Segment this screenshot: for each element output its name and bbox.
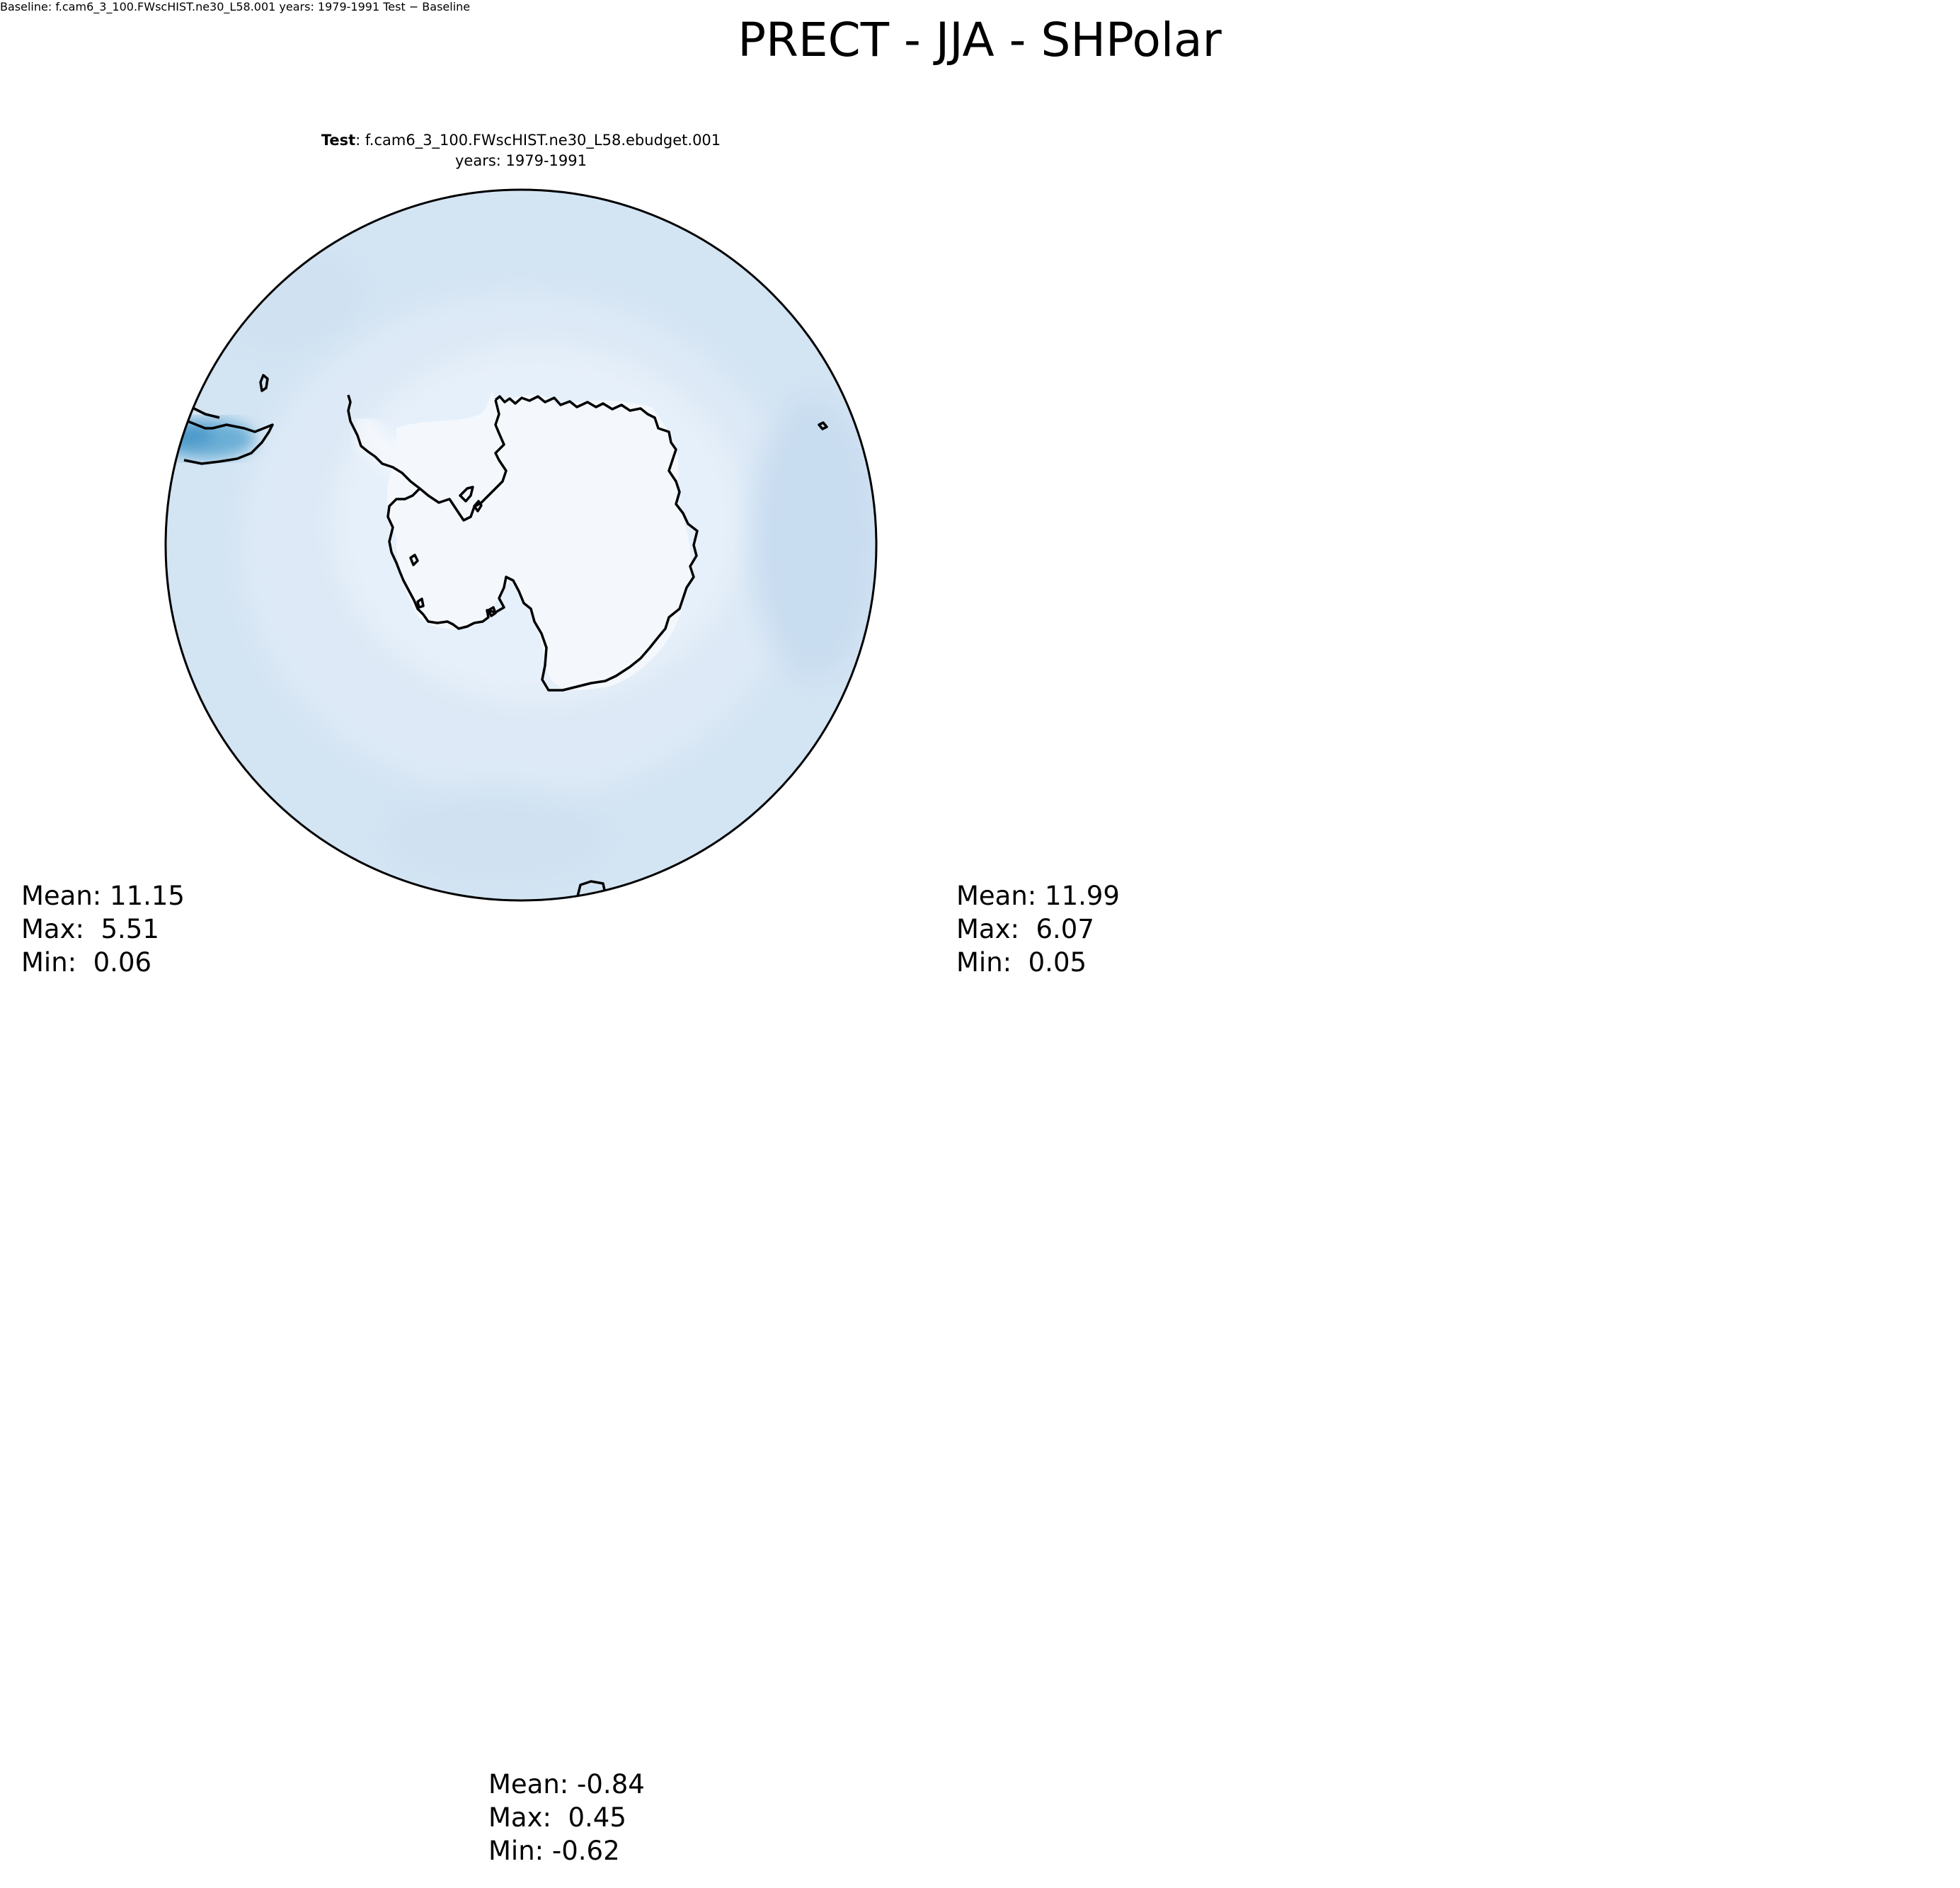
baseline-panel: Baseline: f.cam6_3_100.FWscHIST.ne30_L58…	[0, 0, 383, 13]
figure-title: PRECT - JJA - SHPolar	[738, 13, 1222, 67]
baseline-stats: Mean: 11.99 Max: 6.07 Min: 0.05	[956, 879, 1120, 979]
test-panel-title: Test: f.cam6_3_100.FWscHIST.ne30_L58.ebu…	[321, 132, 721, 149]
baseline-panel-title: Baseline: f.cam6_3_100.FWscHIST.ne30_L58…	[0, 0, 276, 13]
test-mean: Mean: 11.15	[21, 881, 185, 911]
baseline-min: Min: 0.05	[956, 947, 1087, 978]
baseline-mean: Mean: 11.99	[956, 881, 1120, 911]
test-map-border	[164, 188, 878, 902]
test-min: Min: 0.06	[21, 947, 152, 978]
diff-mean: Mean: -0.84	[488, 1769, 645, 1800]
baseline-panel-years: years: 1979-1991	[279, 0, 380, 13]
test-map	[166, 190, 876, 900]
test-coastline	[166, 374, 828, 900]
baseline-max: Max: 6.07	[956, 914, 1094, 944]
test-max: Max: 5.51	[21, 914, 159, 944]
diff-panel: Test − Baseline	[383, 0, 470, 13]
test-stats: Mean: 11.15 Max: 5.51 Min: 0.06	[21, 879, 185, 979]
test-panel-years: years: 1979-1991	[455, 152, 587, 169]
diff-min: Min: -0.62	[488, 1836, 620, 1866]
diff-panel-title: Test − Baseline	[383, 0, 471, 13]
diff-max: Max: 0.45	[488, 1802, 626, 1833]
diff-stats: Mean: -0.84 Max: 0.45 Min: -0.62	[488, 1768, 645, 1867]
test-panel: Test: f.cam6_3_100.FWscHIST.ne30_L58.ebu…	[164, 132, 878, 902]
